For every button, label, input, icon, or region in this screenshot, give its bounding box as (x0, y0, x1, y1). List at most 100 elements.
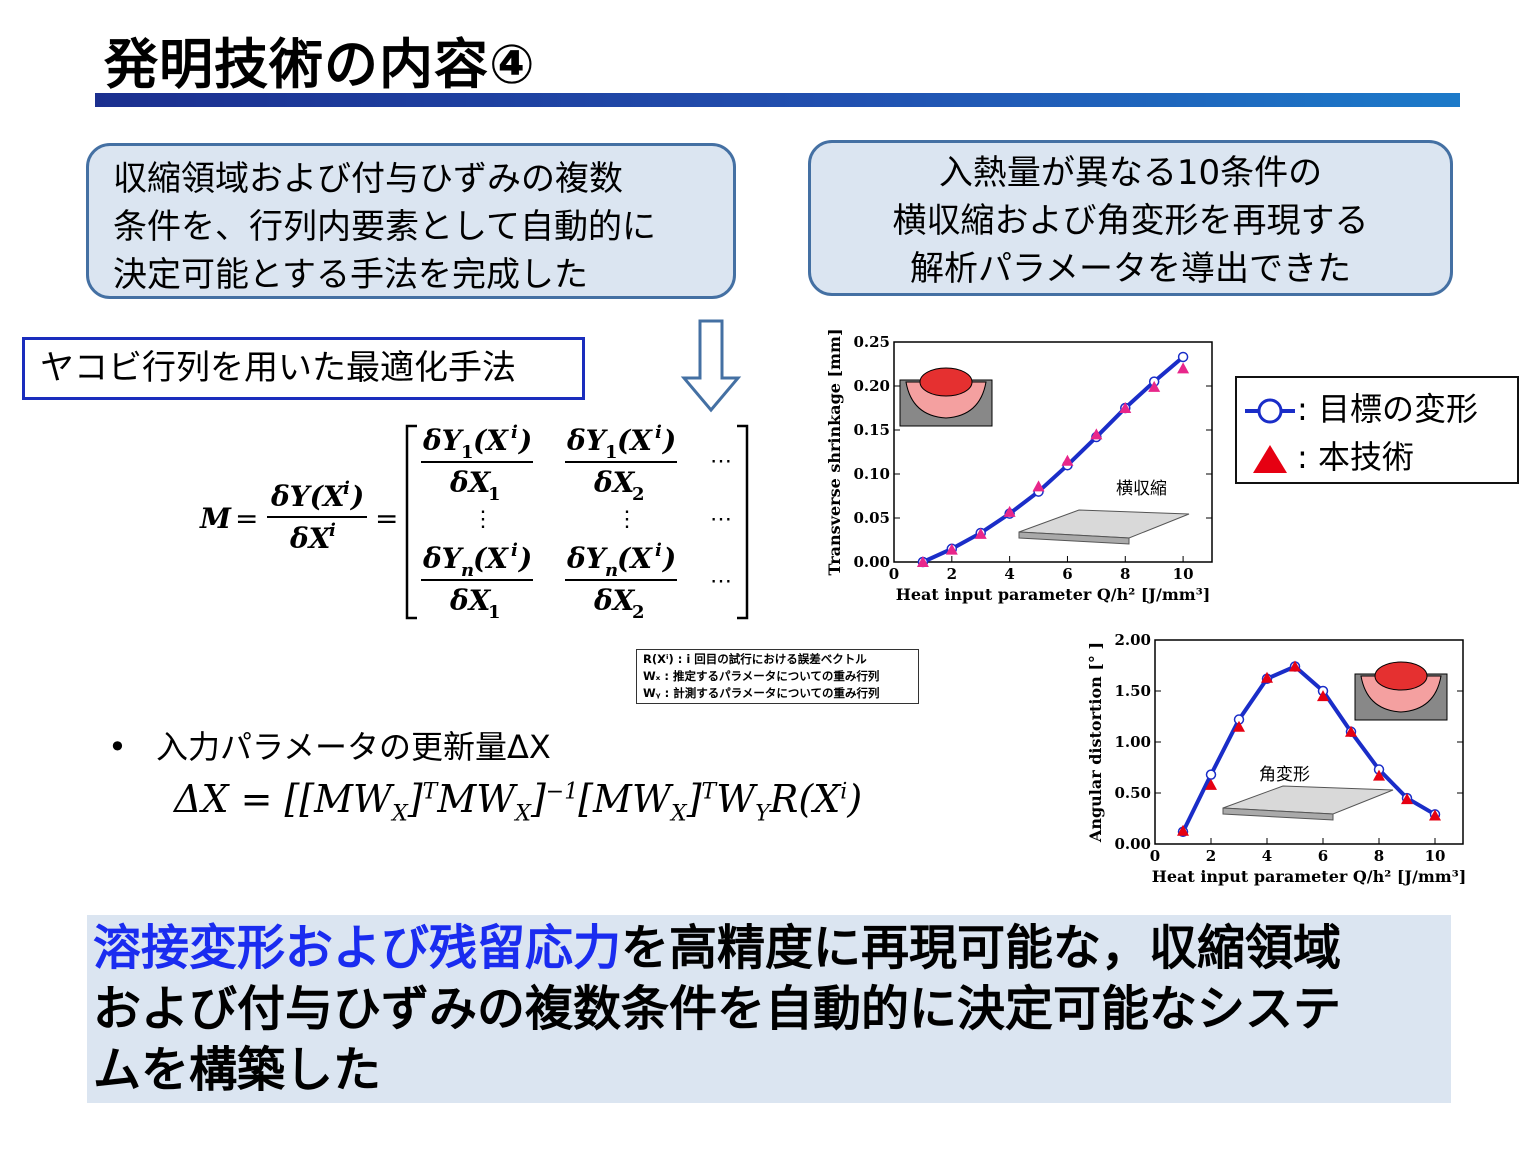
callout-right-line: 横収縮および角変形を再現する (892, 201, 1369, 241)
point-ours (1119, 402, 1132, 413)
svg-text:⋯: ⋯ (710, 507, 732, 532)
callout-left-line: 収縮領域および付与ひずみの複数 (113, 159, 623, 199)
legend-target: : 目標の変形 (1243, 384, 1478, 431)
method-label: ヤコビ行列を用いた最適化手法 (22, 337, 585, 400)
note-line: Wᵧ : 計測するパラメータについての重み行列 (643, 686, 880, 700)
plate-sketch-icon (1018, 509, 1190, 545)
svg-text:⋮: ⋮ (472, 507, 494, 532)
svg-text:): ) (517, 542, 532, 575)
y-tick-label: 2.00 (1114, 631, 1151, 649)
point-ours (1233, 720, 1245, 732)
x-tick-label: 4 (1004, 565, 1014, 583)
x-tick-label: 0 (1150, 847, 1160, 865)
point-target (1205, 769, 1217, 780)
bullet-icon: • (108, 728, 127, 766)
svg-text:δY: δY (422, 542, 465, 575)
svg-text:): ) (349, 480, 364, 513)
svg-text:): ) (661, 542, 676, 575)
legend-ours-label: : 本技術 (1297, 438, 1414, 476)
circle-marker-icon (1245, 398, 1295, 424)
svg-text:=: = (235, 502, 258, 535)
svg-text:i: i (511, 540, 518, 561)
callout-left-line: 決定可能とする手法を完成した (113, 255, 588, 295)
svg-text:(X: (X (473, 542, 509, 575)
svg-text:): ) (661, 424, 676, 457)
point-ours (974, 527, 987, 539)
svg-text:=: = (375, 502, 398, 535)
bullet-item: • 入力パラメータの更新量ΔX (108, 722, 551, 768)
y-tick-label: 0.10 (853, 465, 890, 483)
x-tick-label: 0 (889, 565, 899, 583)
page-title: 発明技術の内容④ (104, 33, 536, 96)
svg-text:1: 1 (488, 484, 501, 505)
svg-text:i: i (655, 422, 662, 443)
x-tick-label: 8 (1120, 565, 1130, 583)
point-ours (1148, 380, 1161, 392)
x-tick-label: 2 (947, 565, 957, 583)
point-ours (1177, 362, 1190, 374)
x-axis-label: Heat input parameter Q/h² [J/mm³] (896, 585, 1211, 604)
svg-text:δY(X: δY(X (270, 480, 346, 513)
svg-text:δX: δX (449, 466, 492, 499)
svg-text:i: i (343, 478, 350, 499)
plate-sketch-icon (1222, 785, 1394, 821)
svg-text:(X: (X (617, 542, 653, 575)
svg-text:n: n (461, 560, 474, 581)
svg-text:i: i (511, 422, 518, 443)
svg-text:(X: (X (473, 424, 509, 457)
chart-annotation: 横収縮 (1116, 479, 1167, 499)
series-line-target (922, 355, 1185, 564)
jacobian-formula: M = δY(Xi) δXi = δY 1 (X i) δX1 δY 1 (X i) δX2… (199, 422, 749, 623)
svg-text:(X: (X (617, 424, 653, 457)
svg-text:2: 2 (632, 484, 645, 505)
point-ours (1345, 725, 1357, 737)
update-formula: ΔX = [[MWX]TMWX]−1[MWX]TWYR(Xi) (174, 777, 863, 827)
x-tick-label: 10 (1425, 847, 1446, 865)
callout-left: 収縮領域および付与ひずみの複数 条件を、行列内要素として自動的に 決定可能とする… (86, 143, 736, 299)
chart-annotation: 角変形 (1259, 765, 1310, 785)
point-ours (1289, 660, 1301, 672)
x-tick-label: 8 (1374, 847, 1384, 865)
x-tick-label: 6 (1062, 565, 1072, 583)
svg-text:): ) (517, 424, 532, 457)
series-line-target (1181, 664, 1437, 833)
point-ours (1177, 824, 1189, 836)
point-ours (1401, 793, 1413, 805)
svg-text:1: 1 (461, 442, 474, 463)
x-tick-label: 6 (1318, 847, 1328, 865)
legend-ours: : 本技術 (1243, 432, 1414, 479)
svg-text:δX: δX (593, 584, 636, 617)
summary-text: を高精度に再現可能な，収縮領域 (621, 920, 1342, 976)
svg-text:1: 1 (488, 602, 501, 623)
y-tick-label: 0.50 (1114, 784, 1151, 802)
x-tick-label: 4 (1262, 847, 1272, 865)
angular-distortion-chart: 角変形 0.00 0.50 1.00 1.50 2.00 0 2 4 6 8 10 Heat input… (1086, 631, 1467, 886)
y-axis-label: Transverse shrinkage [mm] (825, 330, 844, 576)
summary-text: および付与ひずみの複数条件を自動的に決定可能なシステ (93, 981, 1342, 1037)
point-ours (1090, 428, 1103, 440)
point-ours (1061, 454, 1074, 466)
chart-legend: : 目標の変形 : 本技術 (1235, 376, 1519, 484)
y-tick-label: 1.00 (1114, 733, 1151, 751)
svg-text:δX: δX (593, 466, 636, 499)
svg-text:⋯: ⋯ (710, 449, 732, 474)
callout-left-line: 条件を、行列内要素として自動的に (113, 207, 656, 247)
svg-text:δY: δY (566, 424, 609, 457)
y-tick-label: 0.05 (853, 509, 890, 527)
summary-text: ムを構築した (93, 1042, 382, 1098)
note-line: Wₓ : 推定するパラメータについての重み行列 (643, 669, 880, 683)
point-ours (945, 543, 958, 555)
y-tick-label: 0.00 (853, 553, 890, 571)
title-underline (95, 93, 1460, 107)
down-arrow-icon (680, 319, 742, 413)
svg-text:2: 2 (632, 602, 645, 623)
x-axis-label: Heat input parameter Q/h² [J/mm³] (1152, 867, 1467, 886)
point-ours (1003, 505, 1016, 517)
summary-highlight: 溶接変形および残留応力 (93, 920, 622, 976)
x-tick-label: 10 (1173, 565, 1194, 583)
svg-text:1: 1 (605, 442, 618, 463)
callout-right: 入熱量が異なる10条件の 横収縮および角変形を再現する 解析パラメータを導出でき… (808, 140, 1453, 296)
point-ours (1205, 778, 1217, 790)
point-target (1177, 351, 1189, 363)
svg-text:δX: δX (289, 522, 332, 555)
